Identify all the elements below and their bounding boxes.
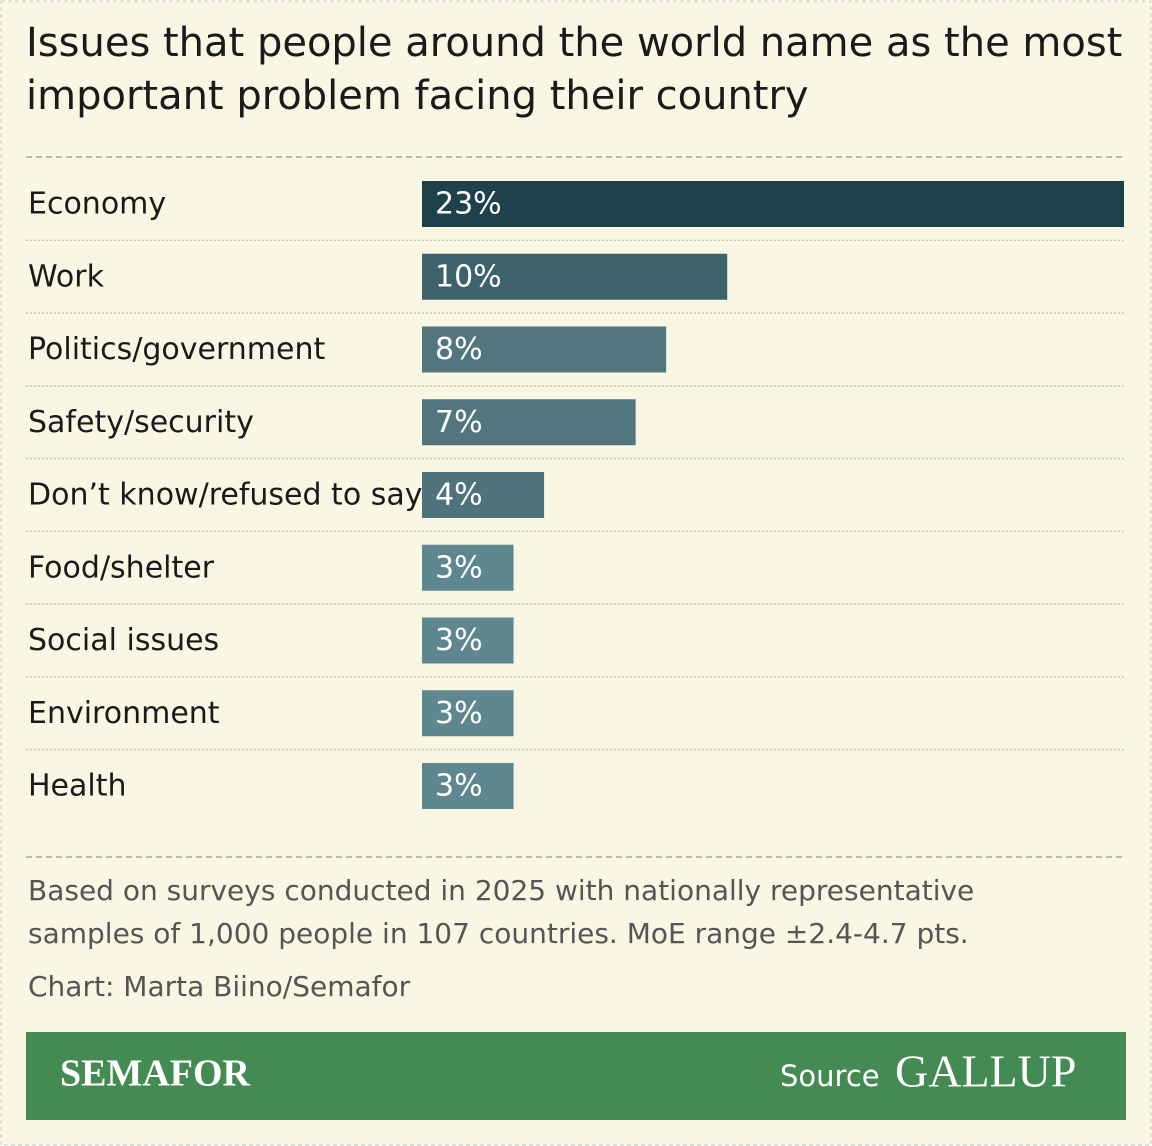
bar — [422, 690, 514, 737]
bar — [422, 472, 545, 518]
category-label: Work — [28, 259, 105, 294]
value-label: 23% — [435, 187, 502, 222]
value-label: 3% — [435, 623, 483, 658]
source-label: Source — [780, 1059, 880, 1093]
source: GALLUP — [895, 1046, 1076, 1097]
category-label: Social issues — [28, 623, 219, 658]
bar — [422, 253, 728, 300]
bar — [422, 326, 667, 373]
value-label: 3% — [435, 769, 483, 804]
value-label: 8% — [435, 332, 483, 367]
bar — [422, 763, 514, 809]
value-label: 7% — [435, 405, 483, 440]
category-label: Food/shelter — [28, 550, 215, 585]
footer-band — [26, 1032, 1126, 1120]
bar — [422, 544, 514, 591]
category-label: Health — [28, 769, 127, 804]
value-label: 4% — [435, 478, 483, 513]
bar — [422, 399, 636, 446]
value-label: 10% — [435, 259, 502, 294]
category-label: Economy — [28, 187, 166, 222]
value-label: 3% — [435, 550, 483, 585]
bar — [422, 181, 1124, 227]
credit: Chart: Marta Biino/Semafor — [28, 970, 411, 1003]
note: Based on surveys conducted in 2025 with … — [28, 874, 974, 950]
category-label: Politics/government — [28, 332, 325, 367]
chart-title: Issues that people around the world name… — [26, 20, 1122, 119]
value-label: 3% — [435, 696, 483, 731]
category-label: Safety/security — [28, 405, 254, 440]
bar — [422, 617, 514, 664]
category-label: Environment — [28, 696, 220, 731]
brand: SEMAFOR — [60, 1053, 251, 1095]
category-label: Don’t know/refused to say — [28, 478, 422, 513]
